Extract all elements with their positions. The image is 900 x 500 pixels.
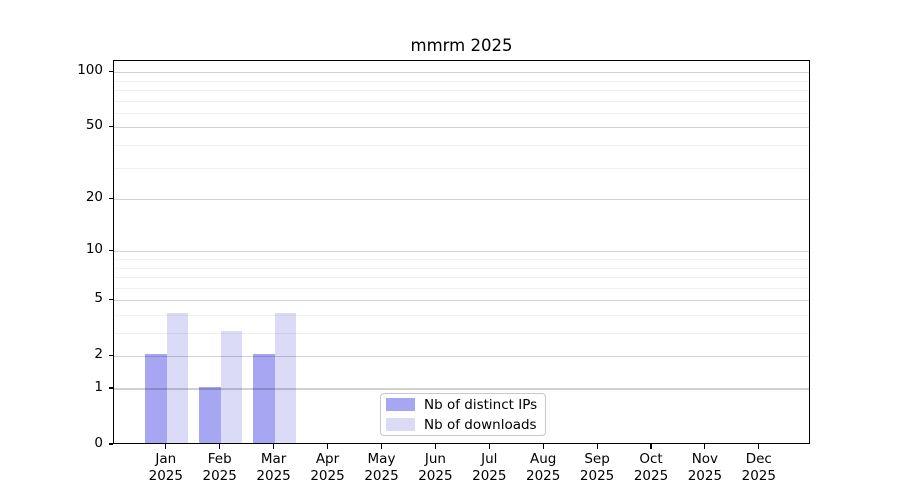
bar-downloads-mar: [274, 313, 297, 443]
legend-item-downloads: Nb of downloads: [386, 417, 545, 433]
x-tick-mark: [326, 444, 329, 449]
x-tick-mark: [542, 444, 544, 449]
legend-label-distinct-ips: Nb of distinct IPs: [424, 396, 538, 413]
x-tick-mark: [273, 444, 275, 449]
y-tick-label: 100: [77, 62, 103, 79]
y-tick-label: 50: [85, 117, 103, 134]
y-tick-mark: [108, 249, 113, 251]
y-tick-label: 10: [85, 241, 103, 258]
major-gridline: [114, 388, 809, 390]
x-tick-mark: [380, 444, 383, 449]
minor-gridline: [114, 145, 809, 146]
x-tick-label: Apr 2025: [310, 451, 345, 484]
y-tick-mark: [108, 387, 113, 389]
x-tick-label: Dec 2025: [741, 451, 776, 484]
x-tick-label: May 2025: [364, 451, 399, 484]
bar-downloads-feb: [220, 331, 243, 443]
x-tick-mark: [488, 444, 490, 449]
y-tick-label: 5: [94, 290, 103, 307]
y-tick-label: 0: [94, 435, 103, 451]
x-tick-mark: [219, 444, 221, 449]
y-tick-label: 20: [85, 189, 103, 206]
minor-gridline: [114, 315, 809, 316]
bar-distinct-ips-feb: [199, 387, 221, 443]
x-tick-label: Mar 2025: [256, 451, 291, 484]
y-tick-mark: [108, 197, 113, 199]
x-tick-label: Nov 2025: [687, 451, 723, 484]
x-tick-mark: [165, 444, 167, 449]
minor-gridline: [114, 100, 809, 102]
bar-distinct-ips-mar: [253, 354, 275, 443]
major-gridline: [114, 250, 809, 252]
legend-swatch-downloads: [386, 418, 415, 431]
x-tick-label: Jan 2025: [148, 451, 183, 484]
legend-label-downloads: Nb of downloads: [424, 416, 537, 433]
x-tick-label: Sep 2025: [579, 451, 615, 484]
minor-gridline: [114, 333, 809, 334]
bar-distinct-ips-jan: [145, 354, 167, 443]
minor-gridline: [114, 112, 809, 114]
y-tick-mark: [108, 70, 113, 72]
x-tick-label: Jul 2025: [472, 451, 507, 484]
y-tick-label: 2: [94, 346, 103, 363]
x-tick-label: Feb 2025: [202, 451, 237, 484]
major-gridline: [114, 355, 809, 357]
minor-gridline: [114, 90, 809, 91]
minor-gridline: [114, 80, 809, 82]
y-tick-label: 1: [94, 379, 103, 395]
minor-gridline: [114, 267, 809, 269]
x-tick-label: Jun 2025: [418, 451, 453, 484]
x-tick-mark: [758, 444, 760, 449]
y-tick-mark: [108, 298, 113, 300]
plot-area: [113, 60, 810, 444]
chart-title: mmrm 2025: [410, 36, 513, 55]
legend-item-distinct-ips: Nb of distinct IPs: [386, 397, 545, 413]
minor-gridline: [114, 277, 809, 278]
legend-swatch-distinct-ips: [386, 398, 415, 411]
y-tick-mark: [108, 125, 113, 127]
bar-downloads-jan: [166, 313, 189, 443]
major-gridline: [114, 299, 809, 301]
x-tick-mark: [596, 444, 598, 449]
minor-gridline: [114, 287, 809, 289]
y-tick-mark: [108, 354, 113, 356]
major-gridline: [114, 126, 809, 128]
y-tick-mark: [108, 443, 113, 445]
x-tick-mark: [650, 444, 652, 449]
x-tick-mark: [434, 444, 436, 449]
x-tick-mark: [704, 444, 706, 449]
major-gridline: [114, 198, 809, 200]
minor-gridline: [114, 167, 809, 169]
minor-gridline: [114, 259, 809, 260]
legend: Nb of distinct IPs Nb of downloads: [380, 393, 546, 436]
x-tick-label: Oct 2025: [633, 451, 669, 484]
major-gridline: [114, 71, 809, 73]
x-tick-label: Aug 2025: [526, 451, 561, 484]
